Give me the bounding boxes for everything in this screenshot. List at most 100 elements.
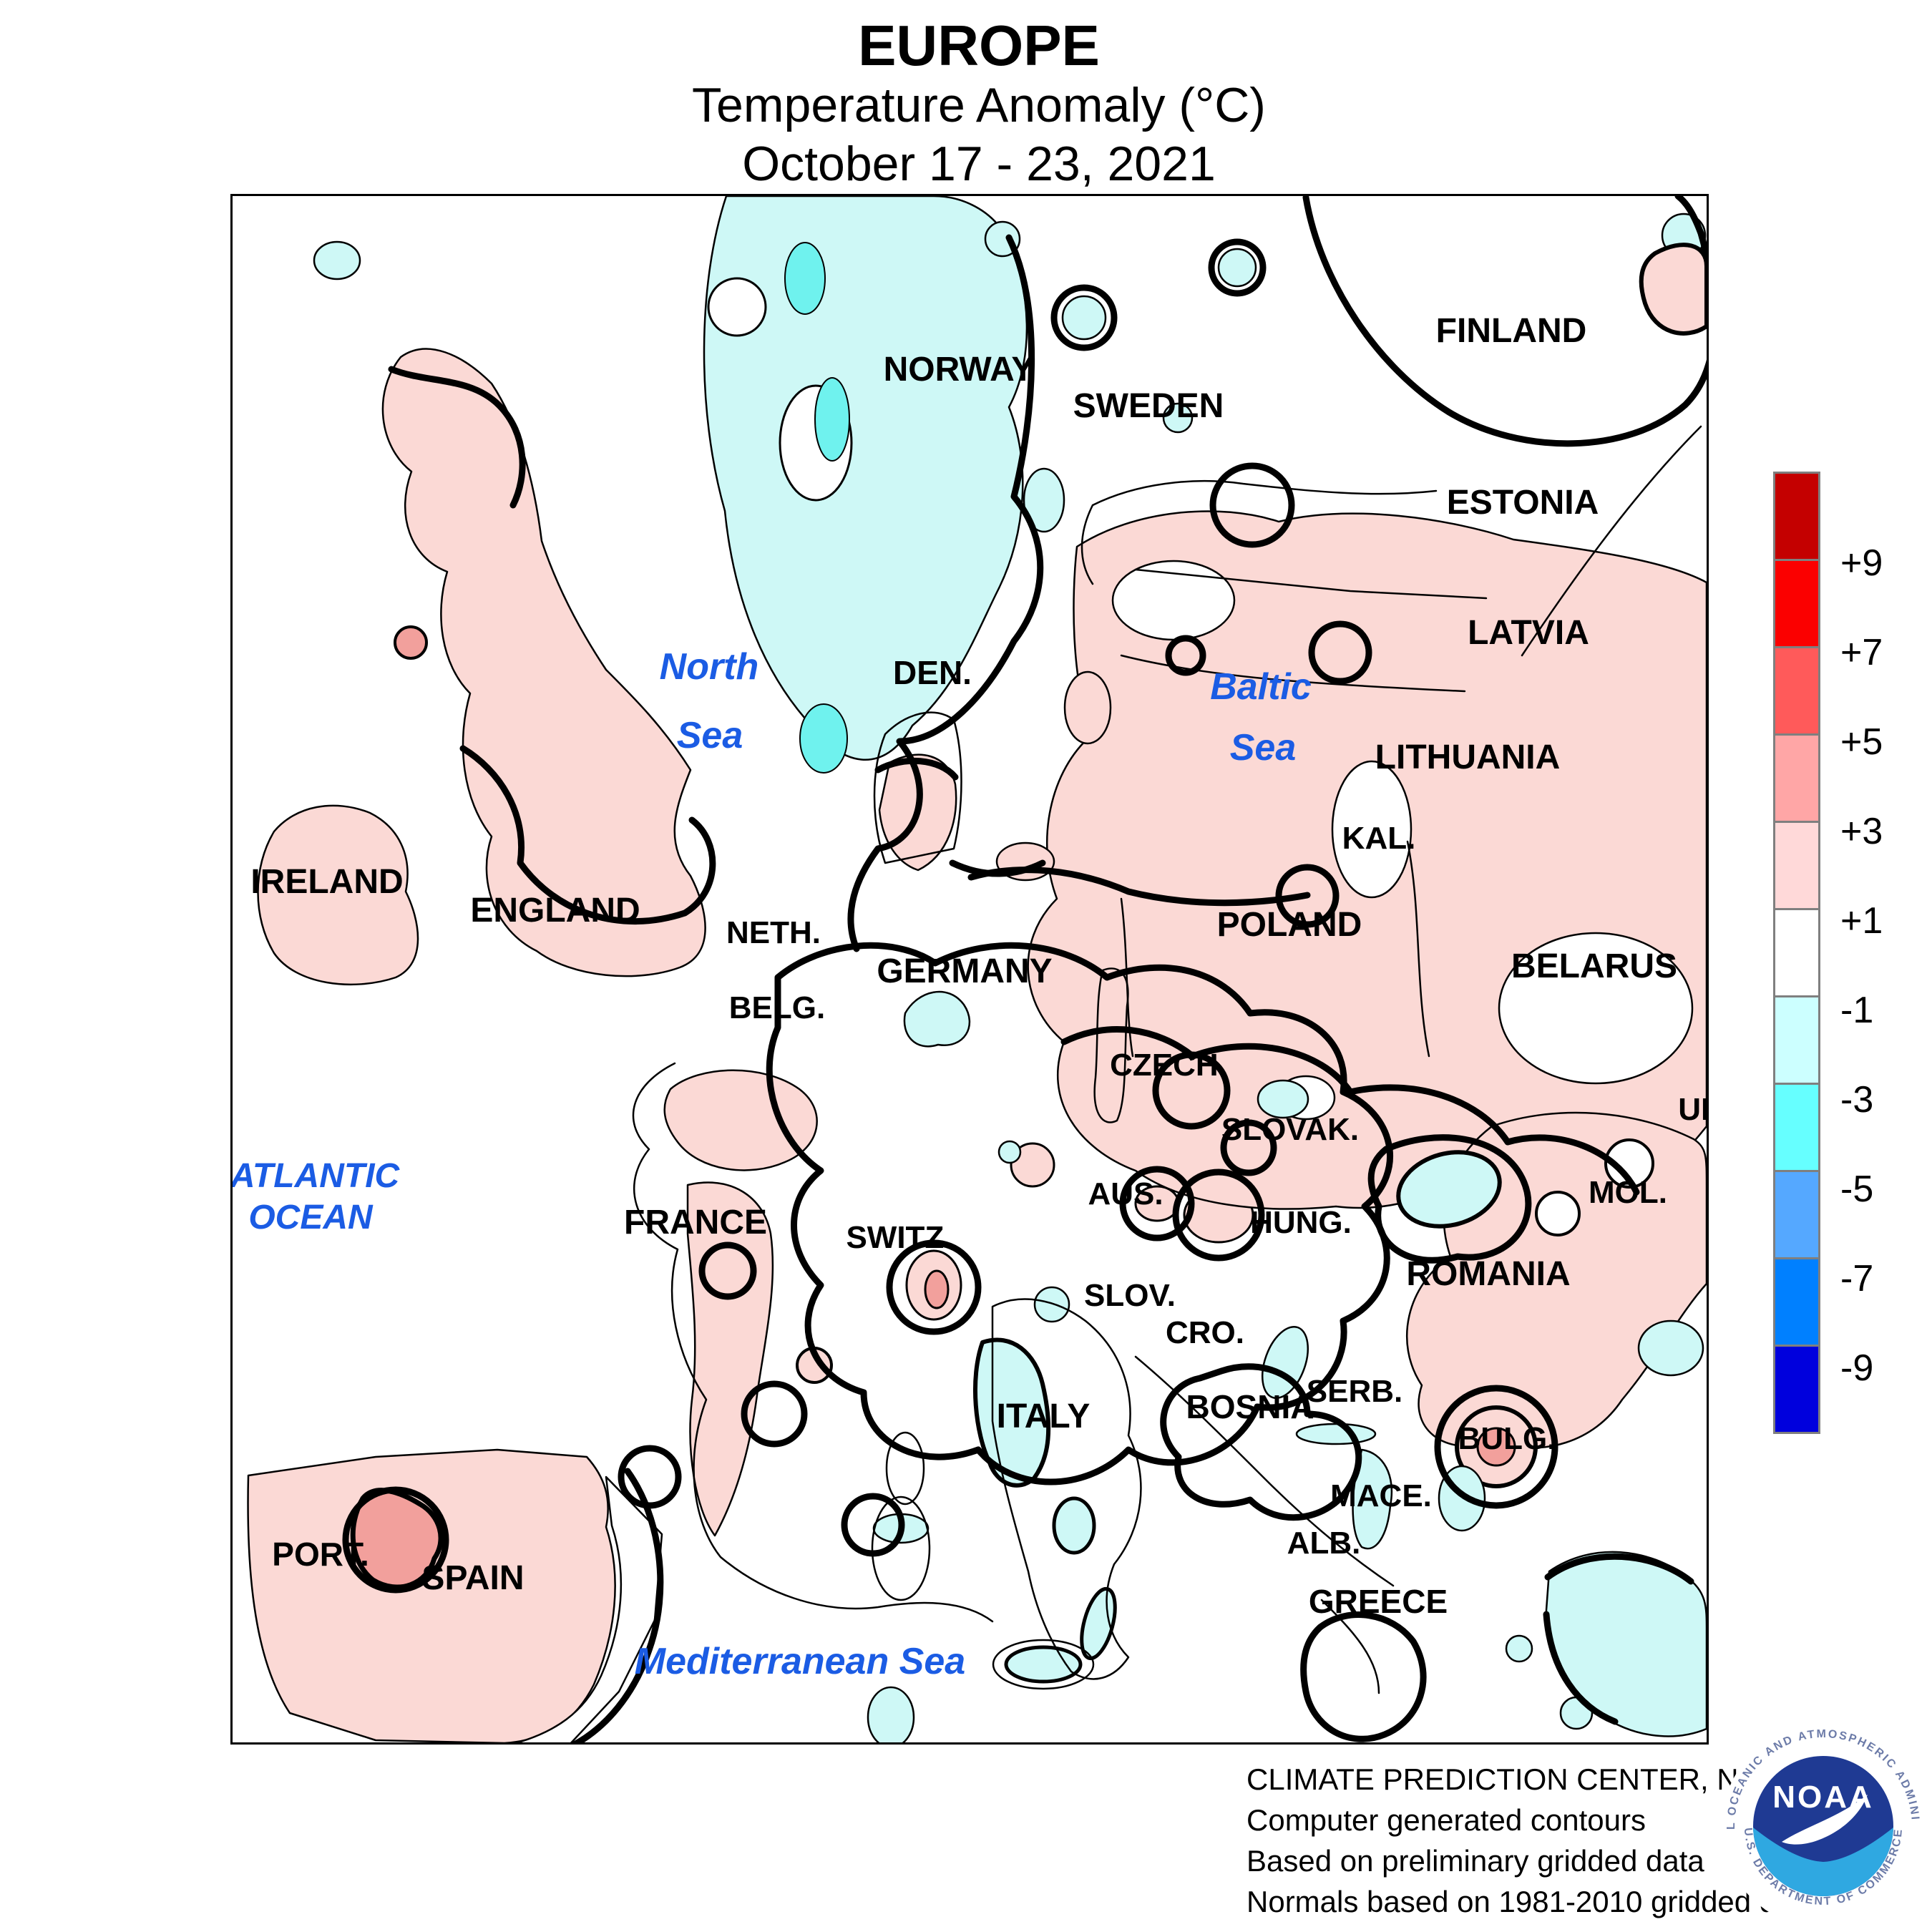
legend-cell-6: [1773, 995, 1820, 1085]
contour-aegean: [1543, 1553, 1694, 1725]
sea-label-ocean: OCEAN: [248, 1199, 374, 1236]
contour-france-ring1: [698, 1241, 757, 1300]
calabria-cyan: [1080, 1586, 1117, 1661]
label-mace: MACE.: [1330, 1478, 1432, 1513]
legend-cell-5: [1773, 908, 1820, 997]
contour-czech-ring2: [1220, 1119, 1277, 1176]
contour-austria-ring: [1119, 1166, 1195, 1241]
coast-france-iberia: [632, 1062, 994, 1623]
contour-france-ring2: [741, 1380, 808, 1448]
scandi-cyan-5: [1162, 402, 1194, 434]
logo-noaa-text: NOAA: [1772, 1780, 1874, 1815]
label-belg: BELG.: [729, 990, 825, 1025]
label-mol: MOL.: [1589, 1175, 1667, 1210]
contour-valencia-ring: [618, 1445, 682, 1509]
label-bulg: BULG.: [1458, 1421, 1556, 1456]
sea-label-sea: Sea: [1230, 727, 1297, 769]
credits-line-1: CLIMATE PREDICTION CENTER, NOAA: [1246, 1762, 1802, 1796]
ireland-pink: [257, 804, 419, 986]
noaa-logo: NATIONAL OCEANIC AND ATMOSPHERIC ADMINIS…: [1722, 1724, 1925, 1928]
contour-norway: [847, 234, 1044, 952]
label-latvia: LATVIA: [1468, 614, 1589, 652]
scandi-cyan-2: [1061, 295, 1107, 341]
label-czech: CZECH.: [1110, 1048, 1227, 1083]
map-canvas: NORWAY SWEDEN FINLAND ESTONIA LATVIA LITHUANI…: [233, 196, 1707, 1742]
coast-greece: [1320, 1599, 1380, 1694]
credits-line-4: Normals based on 1981-2010 gridded data: [1246, 1885, 1818, 1918]
coast-corsica: [885, 1431, 925, 1506]
legend-label--3: -3: [1840, 1079, 1874, 1121]
label-switz: SWITZ.: [846, 1220, 952, 1255]
label-hung: HUNG.: [1250, 1205, 1352, 1240]
sea-label-sea: Sea: [677, 715, 743, 756]
britain-pink: [381, 348, 706, 977]
label-alb: ALB.: [1287, 1526, 1361, 1561]
label-uk: UK: [1678, 1092, 1707, 1127]
legend-label-+9: +9: [1840, 542, 1883, 584]
contour-finland: [1302, 196, 1707, 447]
iberia-pink: [247, 1448, 616, 1742]
contour-sweden-ring3: [1275, 864, 1340, 928]
norway-cold-spot-b: [814, 377, 850, 462]
coast-jutland: [873, 711, 962, 864]
sea-label-north: North: [660, 646, 759, 688]
label-sweden: SWEDEN: [1073, 387, 1224, 425]
faroe-cyan: [313, 240, 361, 280]
norway-cold-spot-a: [784, 242, 826, 315]
border-poland-west: [1120, 897, 1134, 1058]
switz-warm-spot: [924, 1269, 950, 1309]
transylvania-cyan: [1396, 1150, 1502, 1229]
iberia-east-white: [514, 1475, 663, 1742]
label-romania: ROMANIA: [1406, 1255, 1570, 1293]
serbia-cyan: [1295, 1423, 1377, 1445]
sicily-cyan: [1004, 1645, 1083, 1684]
coast-gulf-finland: [1080, 480, 1438, 585]
blacksea-edge-cyan: [1637, 1319, 1704, 1377]
sea-label-mediterranean-sea: Mediterranean Sea: [635, 1641, 965, 1682]
contour-iberia-ring: [342, 1486, 449, 1594]
contour-switz-ring: [886, 1239, 982, 1335]
sweden-cyan-6: [1023, 467, 1065, 533]
macedonia-cyan: [1352, 1448, 1393, 1550]
norway-white-hole2: [707, 277, 767, 337]
hungary-cyan: [1261, 1325, 1309, 1400]
label-port: PORT.: [272, 1536, 369, 1573]
alps-pink-a: [1010, 1142, 1055, 1188]
logo-seagull-icon: [1782, 1795, 1868, 1845]
scandi-cyan-3: [1217, 248, 1257, 288]
legend-cell-9: [1773, 1257, 1820, 1347]
label-serb: SERB.: [1307, 1374, 1402, 1409]
logo-sea-swoosh: [1753, 1828, 1893, 1896]
belarus-white: [1498, 932, 1694, 1085]
sea-label-atlantic: ATLANTIC: [233, 1157, 401, 1195]
label-germany: GERMANY: [877, 952, 1052, 990]
tunisia-cyan: [867, 1686, 915, 1742]
contour-scotland: [388, 366, 526, 509]
credits-line-2: Computer generated contours: [1246, 1803, 1646, 1837]
contour-romania-ring: [1367, 1134, 1532, 1264]
label-estonia: ESTONIA: [1447, 484, 1599, 522]
legend-cell-10: [1773, 1345, 1820, 1434]
abruzzo-cyan: [1052, 1496, 1096, 1555]
date-range: October 17 - 23, 2021: [742, 137, 1216, 191]
contour-central-loop: [766, 942, 1393, 1485]
legend-label--1: -1: [1840, 990, 1874, 1031]
page-title: EUROPE: [858, 14, 1100, 77]
legend-label--9: -9: [1840, 1347, 1874, 1389]
nw-spain-warm-spot: [350, 1488, 444, 1590]
legend-label-+7: +7: [1840, 632, 1883, 673]
label-slov: SLOV.: [1084, 1278, 1176, 1313]
legend-label-+3: +3: [1840, 811, 1883, 852]
moldova-white-1: [1535, 1191, 1581, 1236]
brittany-pink: [663, 1069, 818, 1171]
label-den: DEN.: [893, 654, 972, 691]
legend-cell-2: [1773, 646, 1820, 736]
contour-sweden-ring2: [1308, 620, 1372, 685]
border-baltics: [1120, 568, 1488, 1058]
contour-bosnia-loop: [1160, 1363, 1362, 1521]
color-scale-legend: [1773, 472, 1820, 1434]
europe-anomaly-map: NORWAY SWEDEN FINLAND ESTONIA LATVIA LITHUANI…: [230, 194, 1709, 1745]
legend-cell-4: [1773, 821, 1820, 910]
sweden-south-pink: [1063, 670, 1112, 745]
